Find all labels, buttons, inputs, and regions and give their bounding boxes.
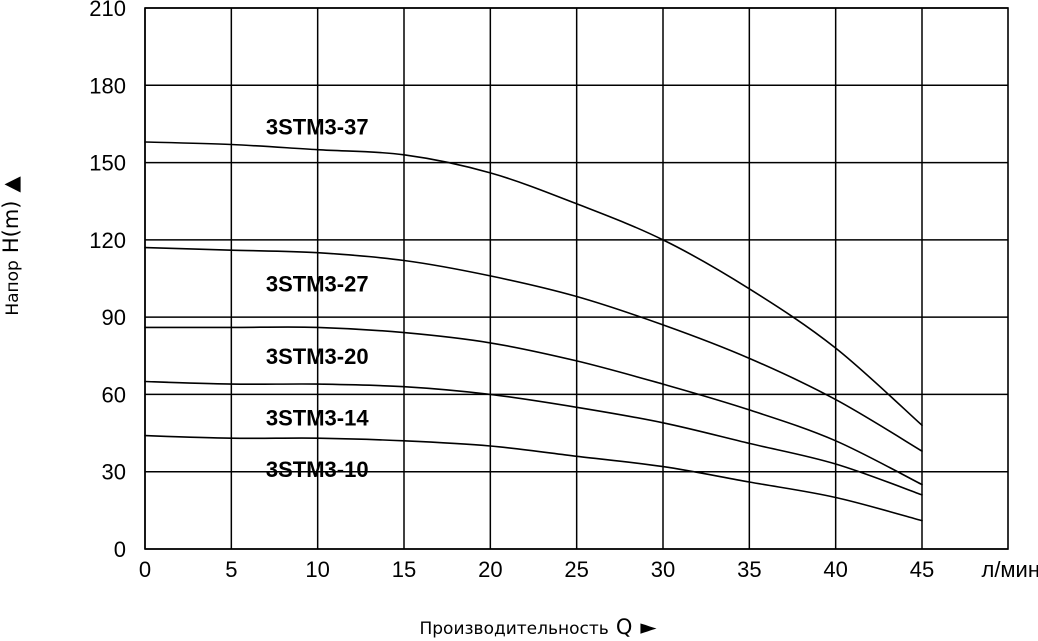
x-axis-label: Производительность Q ► [419, 615, 657, 639]
x-tick-label: 40 [823, 557, 847, 582]
series-label-3stm3-20: 3STM3-20 [266, 344, 369, 369]
y-tick-label: 0 [114, 537, 126, 562]
x-tick-label: 0 [139, 557, 151, 582]
y-axis-symbol: H(m) [0, 201, 23, 254]
x-tick-label: 20 [478, 557, 502, 582]
series-line-3stm3-37 [144, 141, 923, 427]
x-tick-label: 5 [225, 557, 237, 582]
y-axis-label-text: Напор [3, 260, 23, 316]
y-tick-label: 150 [89, 151, 126, 176]
x-unit-label: л/мин [981, 557, 1038, 582]
series-line-3stm3-27 [144, 246, 923, 452]
y-tick-label: 180 [89, 73, 126, 98]
series-label-3stm3-14: 3STM3-14 [266, 406, 369, 431]
x-tick-label: 25 [564, 557, 588, 582]
series-label-3stm3-27: 3STM3-27 [266, 272, 369, 297]
y-tick-label: 90 [102, 305, 126, 330]
series-labels: 3STM3-37 3STM3-27 3STM3-20 3STM3-14 3STM3-10 [266, 115, 369, 483]
series-line-3stm3-20 [144, 326, 923, 486]
series-label-3stm3-10: 3STM3-10 [266, 457, 369, 482]
x-tick-label: 10 [305, 557, 329, 582]
x-axis-label-text: Производительность [419, 619, 608, 639]
x-tick-label: 30 [651, 557, 675, 582]
plot-frame [144, 7, 1009, 550]
series-line-3stm3-14 [144, 380, 923, 496]
series-line-3stm3-10 [144, 434, 923, 522]
x-tick-label: 15 [392, 557, 416, 582]
y-tick-label: 30 [102, 460, 126, 485]
x-tick-label: 45 [910, 557, 934, 582]
y-tick-label: 60 [102, 382, 126, 407]
x-axis-symbol: Q [616, 615, 633, 639]
series-curves [144, 141, 923, 522]
x-tick-label: 35 [737, 557, 761, 582]
y-axis-label: Напор H(m) ▲ [0, 176, 23, 316]
x-axis-arrow: ► [640, 615, 657, 639]
y-axis-arrow: ▲ [0, 176, 23, 193]
y-tick-labels: 0 30 60 90 120 150 180 210 [89, 0, 126, 562]
y-tick-label: 120 [89, 228, 126, 253]
x-tick-labels: 0 5 10 15 20 25 30 35 40 45 [139, 557, 934, 582]
series-label-3stm3-37: 3STM3-37 [266, 115, 369, 140]
y-tick-label: 210 [89, 0, 126, 21]
